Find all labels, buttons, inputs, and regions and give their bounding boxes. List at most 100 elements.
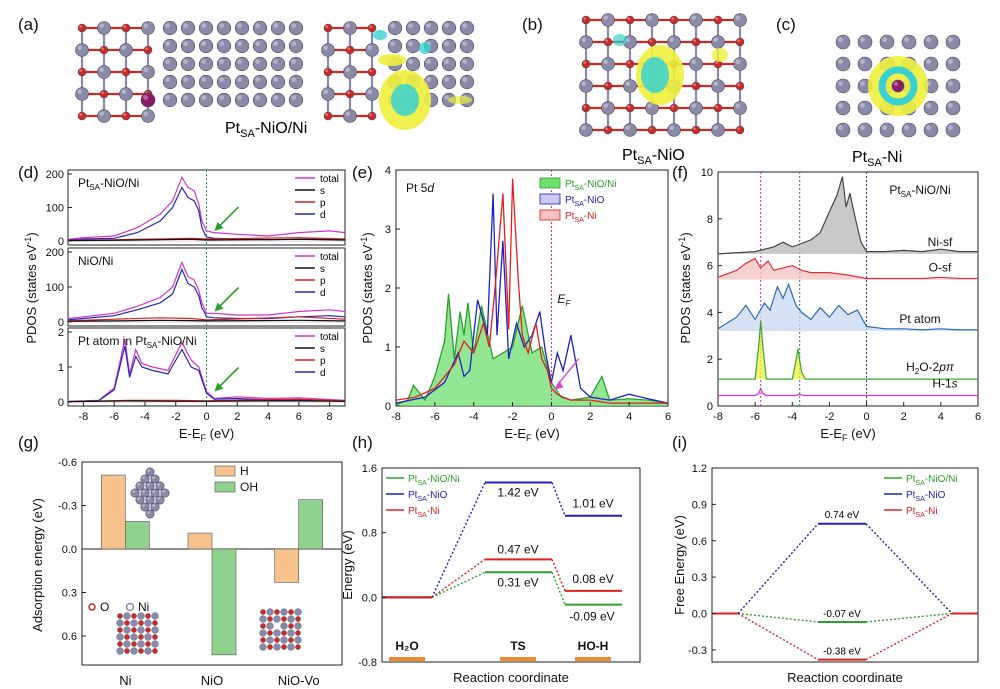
nickel-atom-shine — [201, 95, 206, 101]
connector-1 — [551, 572, 566, 605]
legend-label-0: PtSA-NiO/Ni — [906, 474, 958, 487]
nickel-atom — [266, 608, 274, 616]
oxygen-atom — [121, 67, 131, 77]
nickel-atom-shine — [165, 77, 170, 83]
nickel-atom — [459, 74, 475, 90]
nickel-atom — [280, 636, 288, 644]
connector-0 — [737, 612, 819, 623]
state-marker-2 — [575, 657, 611, 661]
oxygen-atom — [267, 630, 273, 636]
nickel-atom-shine — [408, 23, 413, 29]
x-tick-label: -4 — [140, 411, 150, 423]
nickel-atom — [75, 43, 89, 57]
nickel-atom-shine — [603, 15, 608, 20]
nickel-atom-shine — [291, 59, 296, 64]
nickel-atom — [140, 474, 150, 484]
nickel-atom — [405, 38, 421, 54]
oxygen-atom — [143, 45, 153, 55]
nickel-atom — [365, 43, 379, 57]
nickel-atom — [162, 74, 178, 90]
oxygen-atom — [138, 648, 144, 654]
nickel-atom — [162, 92, 178, 108]
nickel-atom-shine — [926, 103, 931, 109]
nickel-atom — [198, 20, 214, 36]
oxygen-atom-shine — [627, 17, 630, 20]
nickel-atom — [343, 65, 357, 79]
nickel-atom — [945, 34, 961, 50]
nickel-atom — [579, 123, 593, 137]
nickel-atom — [270, 56, 286, 72]
nickel-atom — [857, 34, 873, 50]
connector-1 — [865, 523, 953, 614]
nickel-atom-shine — [444, 23, 449, 29]
legend-label-0: PtSA-NiO/Ni — [565, 179, 617, 192]
oxygen-atom-shine — [583, 105, 586, 108]
atom-legend-o-label: O — [100, 600, 109, 614]
nickel-atom-shine — [390, 23, 395, 29]
x-tick-label: 0 — [548, 411, 554, 423]
nickel-atom — [288, 92, 304, 108]
oxygen-atom — [669, 103, 679, 113]
oxygen-atom — [274, 609, 280, 615]
connector-0 — [737, 612, 819, 661]
x-axis-label: E-EF (eV) — [820, 426, 875, 443]
nickel-atom-shine — [948, 59, 953, 64]
nickel-atom — [879, 34, 895, 50]
legend-label-2: PtSA-Ni — [565, 211, 597, 224]
y-tick-label: 6 — [707, 261, 713, 273]
nickel-atom-shine — [142, 490, 145, 493]
x-tick-label: 8 — [327, 411, 333, 423]
nickel-atom — [130, 619, 138, 627]
oxygen-atom — [124, 634, 130, 640]
fermi-arrow — [556, 358, 580, 386]
nickel-atom — [97, 21, 111, 35]
ni-cluster-illustration — [130, 467, 170, 519]
nickel-atom — [162, 20, 178, 36]
nickel-atom — [623, 79, 637, 93]
series-total — [67, 260, 346, 320]
oxygen-atom — [288, 623, 294, 629]
nickel-atom — [151, 612, 159, 620]
nickel-atom — [180, 74, 196, 90]
nickel-atom-shine — [603, 59, 608, 64]
panel-letter-h: (h) — [352, 433, 373, 452]
nickel-atom-shine — [603, 103, 608, 108]
series-Ni-sf — [717, 176, 978, 255]
x-tick-label: NiO — [201, 673, 223, 688]
value-label-ts: 0.47 eV — [497, 542, 538, 556]
nickel-atom — [123, 612, 131, 620]
x-tick-label: 2 — [234, 411, 240, 423]
y-axis-label: Adsorption energy (eV) — [30, 498, 45, 632]
x-tick-label: -8 — [713, 411, 723, 423]
x-tick-label: -6 — [109, 411, 119, 423]
panel-e: (e) EF Pt 5d PtSA-NiO/Ni PtSA-NiO PtSA-Ni -8 -… — [352, 163, 671, 443]
panel-a: (a) PtSA-NiO/Ni — [18, 15, 475, 140]
oxygen-atom-shine — [737, 127, 740, 130]
nickel-atom — [234, 38, 250, 54]
nickel-atom — [151, 640, 159, 648]
nickel-atom-shine — [367, 45, 372, 50]
y-tick-label: 0.3 — [692, 572, 707, 584]
oxygen-atom-shine — [79, 113, 82, 116]
nickel-atom — [270, 38, 286, 54]
connector-0 — [431, 558, 486, 598]
value-label: 0.74 eV — [825, 510, 860, 521]
nickel-atom — [216, 74, 232, 90]
series-label-Ni-sf: Ni-sf — [928, 235, 953, 249]
nickel-atom — [116, 633, 124, 641]
nickel-atom — [423, 20, 439, 36]
nickel-atom — [216, 20, 232, 36]
oxygen-atom-shine — [123, 69, 126, 72]
oxygen-atom-shine — [737, 39, 740, 42]
nickel-atom — [689, 13, 703, 27]
nickel-atom — [266, 622, 274, 630]
nickel-atom — [288, 74, 304, 90]
nickel-atom — [689, 101, 703, 115]
panel-h: (h) 0.31 eV -0.09 eV 1.42 eV 1.01 eV 0.47 eV… — [340, 433, 641, 685]
nickel-atom — [287, 643, 295, 651]
charge-density-yellow — [378, 54, 406, 66]
nickel-atom-shine — [255, 41, 260, 46]
legend-label-d: d — [320, 210, 326, 221]
oxygen-atom-shine — [369, 25, 372, 28]
